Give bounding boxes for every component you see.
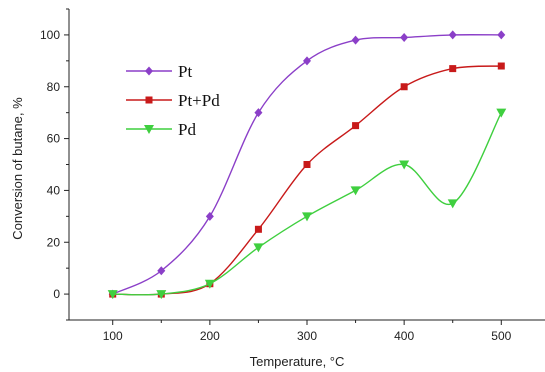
data-point-pt — [400, 33, 409, 43]
y-tick-label: 0 — [53, 287, 60, 301]
data-point-pt — [351, 35, 360, 45]
series-pt-pd — [109, 62, 505, 298]
y-tick-label: 80 — [47, 80, 61, 94]
x-tick-label: 400 — [394, 329, 414, 343]
data-point-pd — [447, 199, 458, 209]
data-point-pt — [254, 108, 263, 118]
legend-marker-pt-pd — [145, 96, 153, 104]
data-point-pd — [204, 279, 215, 289]
legend-item-pt-pd: Pt+Pd — [126, 91, 220, 110]
data-point-pt — [303, 56, 311, 66]
data-point-pt — [497, 30, 506, 40]
data-point-pt-pd — [400, 83, 408, 91]
data-point-pt — [157, 266, 166, 276]
y-tick-label: 20 — [47, 235, 61, 249]
data-point-pd — [107, 290, 118, 300]
series-pd — [107, 108, 507, 300]
data-point-pt-pd — [254, 225, 262, 233]
legend-item-pt: Pt — [126, 62, 192, 81]
legend-label-pt: Pt — [178, 62, 192, 81]
data-point-pd — [156, 290, 167, 300]
data-point-pd — [496, 108, 507, 118]
legend-marker-pt — [145, 66, 153, 76]
legend-marker-pd — [144, 125, 154, 134]
plot-area — [107, 30, 507, 300]
y-tick-label: 60 — [47, 132, 61, 146]
data-point-pd — [399, 160, 410, 170]
data-point-pd — [350, 186, 361, 196]
series-line-pt — [112, 34, 502, 295]
legend-item-pd: Pd — [126, 120, 196, 139]
legend-label-pd: Pd — [178, 120, 196, 139]
x-tick-label: 200 — [200, 329, 220, 343]
y-ticks: 0 20 40 60 80 100 — [40, 8, 69, 321]
x-tick-label: 500 — [491, 329, 511, 343]
x-tick-label: 100 — [103, 329, 123, 343]
data-point-pt — [448, 30, 457, 40]
data-point-pd — [253, 243, 264, 253]
data-point-pt-pd — [352, 122, 360, 130]
data-point-pt-pd — [303, 161, 311, 168]
y-axis-label: Conversion of butane, % — [10, 97, 25, 240]
legend-label-pt-pd: Pt+Pd — [178, 91, 220, 110]
y-tick-label: 100 — [40, 28, 60, 42]
data-point-pt-pd — [449, 65, 457, 73]
x-tick-label: 300 — [297, 329, 317, 343]
data-point-pt-pd — [497, 62, 505, 70]
legend: Pt Pt+Pd Pd — [126, 62, 220, 139]
x-ticks: 100 200 300 400 500 — [103, 320, 512, 343]
y-tick-label: 40 — [47, 183, 61, 197]
x-axis-label: Temperature, °C — [250, 354, 345, 369]
data-point-pd — [302, 212, 312, 222]
series-line-pd — [112, 112, 502, 296]
data-point-pt — [205, 211, 214, 221]
